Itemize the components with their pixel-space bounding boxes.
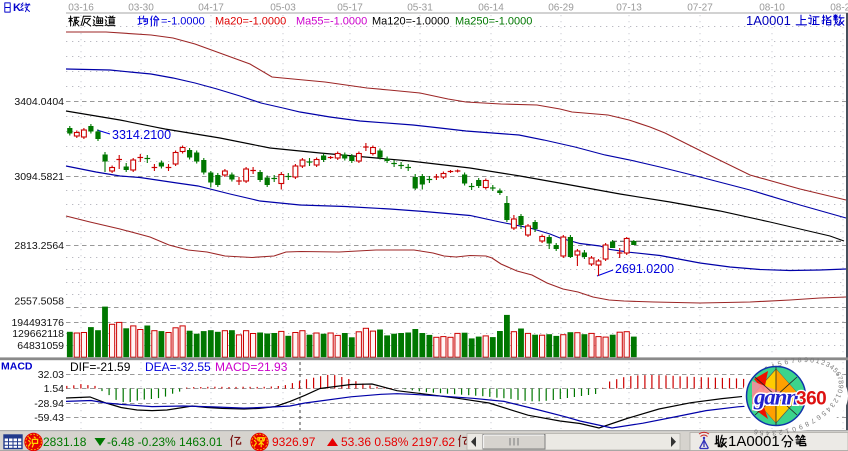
svg-text:194493176: 194493176 xyxy=(11,317,64,329)
svg-text:8: 8 xyxy=(803,419,810,427)
svg-text:Ma55=-1.0000: Ma55=-1.0000 xyxy=(296,16,367,28)
svg-text:8: 8 xyxy=(837,380,844,385)
svg-text:4: 4 xyxy=(766,429,770,436)
svg-text:2: 2 xyxy=(831,397,839,404)
svg-text:DEA=-32.55: DEA=-32.55 xyxy=(145,360,211,374)
svg-text:2: 2 xyxy=(820,359,826,367)
svg-text:1A0001: 1A0001 xyxy=(746,13,791,28)
svg-text:08-24: 08-24 xyxy=(830,3,848,14)
svg-text:-59.43: -59.43 xyxy=(34,412,64,424)
svg-text:1.54: 1.54 xyxy=(44,383,65,395)
svg-text:04-17: 04-17 xyxy=(198,3,224,14)
svg-text:gann: gann xyxy=(753,385,798,410)
svg-text:06-14: 06-14 xyxy=(478,3,504,14)
svg-text:8: 8 xyxy=(798,357,802,364)
svg-text:3: 3 xyxy=(772,429,776,436)
svg-text:0: 0 xyxy=(791,425,797,433)
svg-text:2: 2 xyxy=(778,428,783,436)
svg-text:0: 0 xyxy=(835,388,843,394)
svg-text:64831059: 64831059 xyxy=(17,340,64,352)
svg-text:3314.2100: 3314.2100 xyxy=(112,128,171,142)
svg-text:Ma120=-1.0000: Ma120=-1.0000 xyxy=(372,16,449,28)
svg-text:2691.0200: 2691.0200 xyxy=(615,262,674,276)
svg-text:1: 1 xyxy=(834,392,842,399)
svg-text:-6.48 -0.23% 1463.01: -6.48 -0.23% 1463.01 xyxy=(107,435,223,449)
svg-text:=-1.0000: =-1.0000 xyxy=(161,16,205,28)
svg-text:1: 1 xyxy=(815,358,820,366)
svg-text:7: 7 xyxy=(835,375,843,381)
svg-text:4: 4 xyxy=(824,405,832,413)
svg-text:7: 7 xyxy=(791,358,796,366)
svg-text:06-29: 06-29 xyxy=(548,3,574,14)
svg-text:0: 0 xyxy=(810,357,815,364)
svg-text:9326.97: 9326.97 xyxy=(272,435,316,449)
svg-text:DIF=-21.59: DIF=-21.59 xyxy=(70,360,131,374)
svg-text:K: K xyxy=(13,2,21,14)
svg-text:2557.5058: 2557.5058 xyxy=(14,296,64,308)
svg-text:6: 6 xyxy=(784,359,789,367)
svg-text:5: 5 xyxy=(777,361,783,369)
svg-text:3: 3 xyxy=(828,401,836,409)
svg-text:53.36 0.58% 2197.62: 53.36 0.58% 2197.62 xyxy=(341,435,455,449)
svg-text:03-30: 03-30 xyxy=(128,3,154,14)
svg-text:32.03: 32.03 xyxy=(38,369,64,381)
svg-text:9: 9 xyxy=(804,357,808,364)
svg-text:129662118: 129662118 xyxy=(12,328,64,340)
svg-text:05-03: 05-03 xyxy=(270,3,296,14)
svg-text:6: 6 xyxy=(753,427,758,435)
svg-text:2813.2564: 2813.2564 xyxy=(14,240,64,252)
svg-text:07-13: 07-13 xyxy=(616,3,642,14)
svg-text:05-17: 05-17 xyxy=(337,3,363,14)
svg-text:6: 6 xyxy=(834,371,842,378)
svg-text:9: 9 xyxy=(797,422,803,430)
svg-text:3404.0404: 3404.0404 xyxy=(14,96,64,108)
svg-text:7: 7 xyxy=(809,416,816,424)
svg-text:360: 360 xyxy=(796,389,826,410)
svg-text:Ma20=-1.0000: Ma20=-1.0000 xyxy=(215,16,286,28)
svg-text:1: 1 xyxy=(784,426,789,434)
svg-text:Ma250=-1.0000: Ma250=-1.0000 xyxy=(455,16,532,28)
svg-text:05-31: 05-31 xyxy=(407,3,433,14)
svg-text:6: 6 xyxy=(815,413,822,421)
svg-text:1A0001: 1A0001 xyxy=(728,433,780,450)
svg-text:MACD=21.93: MACD=21.93 xyxy=(215,360,288,374)
svg-text:4: 4 xyxy=(828,364,835,372)
svg-text:3: 3 xyxy=(824,361,831,369)
svg-text:5: 5 xyxy=(831,367,839,375)
svg-text:5: 5 xyxy=(820,409,828,417)
svg-text:07-27: 07-27 xyxy=(687,3,713,14)
svg-text:5: 5 xyxy=(759,428,764,435)
svg-text:3094.5821: 3094.5821 xyxy=(14,171,64,183)
svg-text:03-16: 03-16 xyxy=(68,3,94,14)
svg-text:MACD: MACD xyxy=(1,361,33,373)
svg-text:-28.94: -28.94 xyxy=(34,398,64,410)
svg-text:9: 9 xyxy=(836,384,843,389)
svg-text:2831.18: 2831.18 xyxy=(43,435,87,449)
svg-text:08-10: 08-10 xyxy=(759,3,785,14)
